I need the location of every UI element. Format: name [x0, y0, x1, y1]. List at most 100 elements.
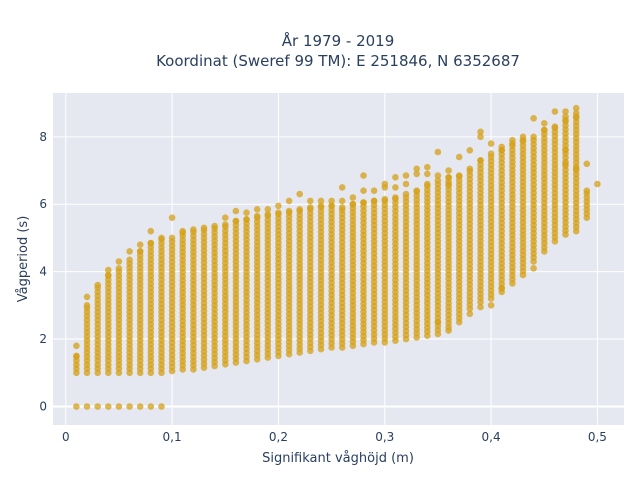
y-axis-title: Vågperiod (s)	[16, 216, 31, 303]
data-point	[338, 184, 346, 191]
data-point	[381, 195, 389, 203]
data-point	[434, 318, 442, 326]
data-point	[73, 352, 80, 360]
data-point	[317, 202, 325, 210]
data-point	[232, 207, 240, 215]
data-point	[594, 180, 601, 188]
data-point	[275, 209, 282, 216]
data-point	[105, 266, 112, 274]
data-point	[115, 403, 123, 410]
data-point	[73, 342, 80, 350]
data-point	[455, 172, 463, 179]
data-point	[572, 109, 580, 117]
data-point	[392, 194, 399, 201]
data-point	[73, 403, 80, 410]
data-point	[275, 202, 282, 210]
data-point	[402, 180, 410, 188]
data-point	[338, 204, 346, 211]
data-point	[328, 202, 335, 210]
data-point	[94, 403, 101, 410]
data-point	[126, 256, 133, 264]
data-point	[466, 310, 474, 318]
data-point	[541, 120, 548, 127]
data-point	[370, 197, 378, 205]
data-point	[370, 187, 378, 194]
data-point	[360, 172, 367, 179]
data-point	[211, 222, 218, 230]
data-point	[424, 170, 431, 178]
data-point	[509, 136, 516, 144]
data-point	[147, 239, 155, 247]
data-point	[200, 224, 208, 232]
data-point	[264, 211, 272, 218]
data-point	[381, 180, 389, 188]
data-point	[477, 157, 484, 164]
data-point	[243, 209, 250, 216]
data-point	[487, 302, 495, 309]
chart-title-line1: År 1979 - 2019	[282, 31, 395, 50]
data-point	[541, 126, 548, 134]
data-point	[402, 172, 410, 179]
y-tick-label: 0	[39, 399, 47, 413]
x-tick-label: 0,3	[375, 430, 394, 444]
data-point	[445, 174, 452, 181]
data-point	[147, 227, 155, 235]
data-point	[136, 403, 144, 410]
data-point	[551, 108, 559, 115]
data-point	[392, 184, 399, 191]
data-point	[562, 147, 569, 154]
data-point	[307, 204, 314, 211]
data-point	[424, 163, 431, 171]
data-point	[562, 160, 569, 168]
data-point	[487, 140, 495, 147]
data-point	[126, 248, 133, 255]
x-tick-label: 0,4	[482, 430, 501, 444]
data-point	[115, 265, 123, 272]
data-point	[572, 104, 580, 112]
data-point	[328, 197, 335, 205]
data-point	[519, 133, 527, 141]
data-point	[296, 190, 304, 198]
data-point	[349, 194, 357, 201]
data-point	[562, 113, 569, 120]
x-axis-title: Signifikant våghöjd (m)	[262, 451, 414, 466]
y-tick-label: 2	[39, 332, 47, 346]
data-point	[562, 108, 569, 115]
data-point	[466, 165, 474, 173]
data-point	[105, 271, 112, 279]
y-tick-label: 4	[39, 265, 47, 279]
data-point	[296, 206, 304, 213]
data-point	[392, 174, 399, 181]
data-point	[158, 403, 165, 410]
data-point	[222, 214, 229, 221]
data-point	[285, 197, 293, 205]
data-point	[530, 133, 537, 141]
data-point	[83, 403, 91, 410]
data-point	[455, 153, 463, 161]
data-point	[232, 217, 240, 225]
data-points	[73, 104, 601, 410]
data-point	[222, 221, 229, 228]
data-point	[285, 207, 293, 215]
data-point	[136, 248, 144, 255]
data-point	[445, 180, 452, 188]
data-point	[530, 265, 537, 272]
data-point	[572, 165, 580, 173]
data-point	[466, 147, 474, 154]
data-point	[424, 180, 431, 188]
data-point	[583, 160, 591, 168]
data-point	[477, 133, 484, 141]
y-tick-label: 8	[39, 130, 47, 144]
data-point	[338, 197, 346, 205]
data-point	[158, 234, 165, 242]
data-point	[83, 302, 91, 309]
data-point	[168, 214, 176, 221]
data-point	[349, 200, 357, 208]
data-point	[413, 187, 421, 194]
x-tick-label: 0,5	[588, 430, 607, 444]
data-point	[402, 190, 410, 198]
data-point	[317, 197, 325, 205]
x-tick-label: 0	[62, 430, 70, 444]
data-point	[360, 199, 367, 206]
